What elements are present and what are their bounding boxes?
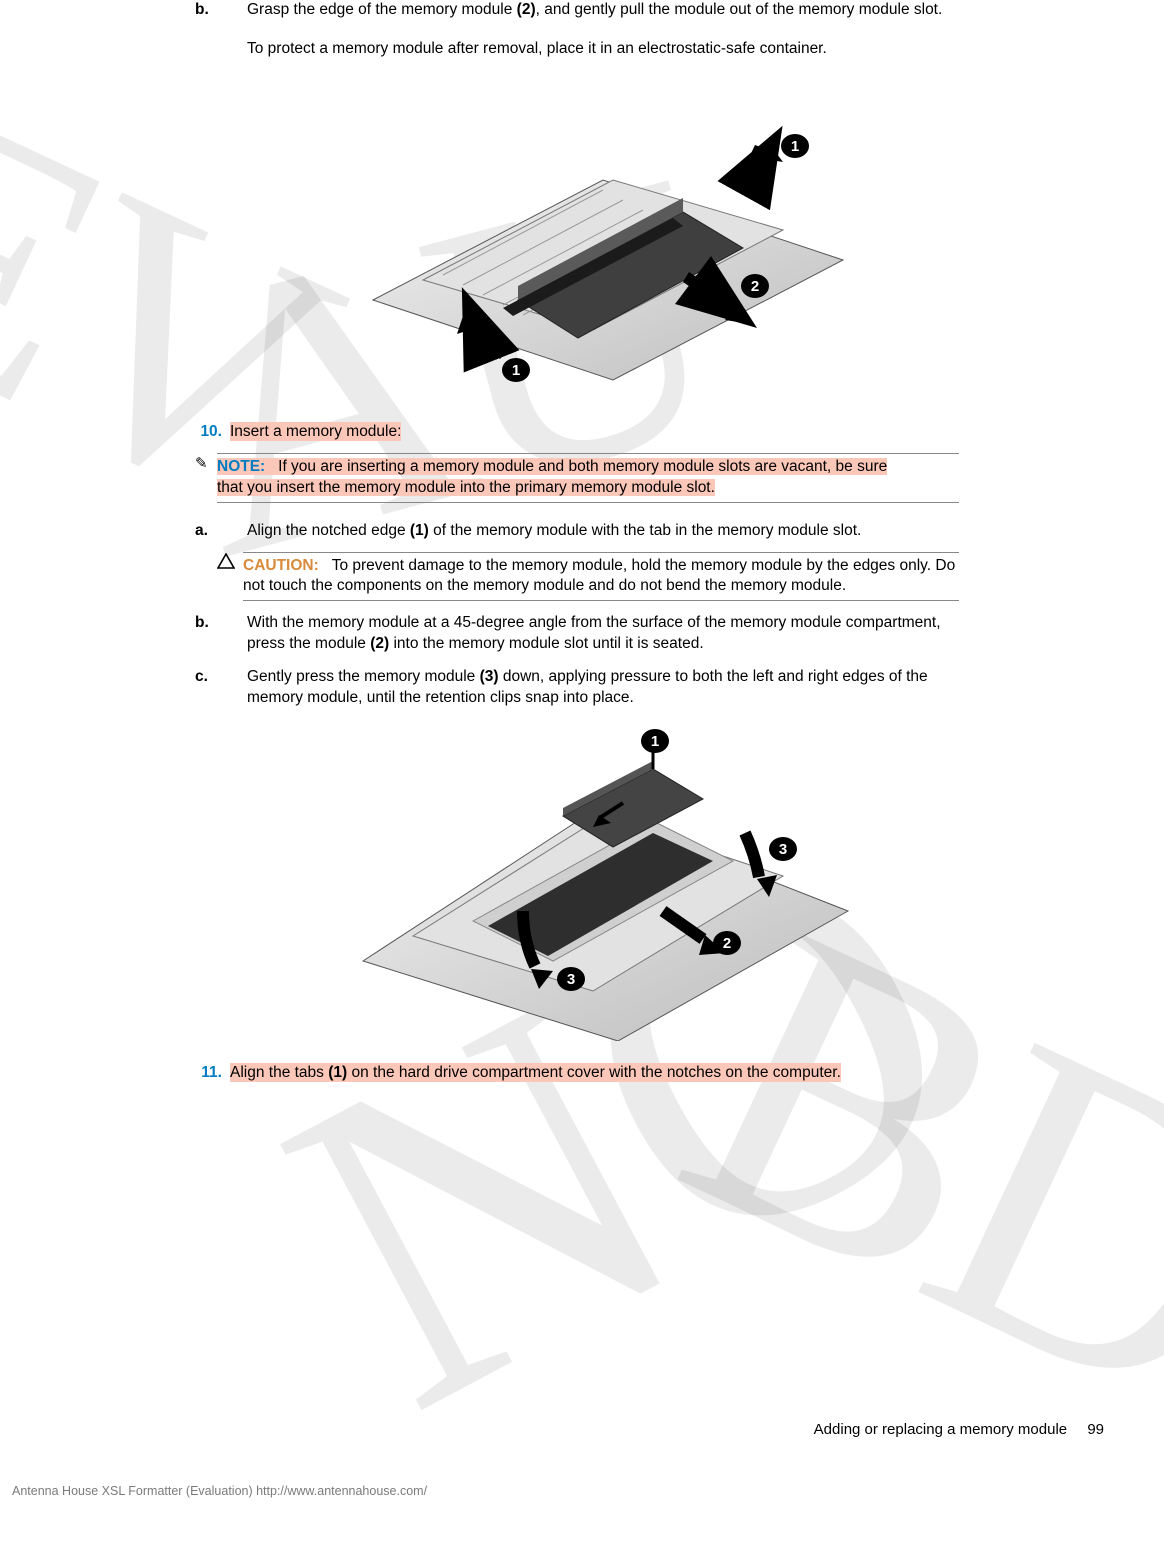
svg-text:3: 3 [567,971,575,988]
step-number: 11. [195,1063,230,1084]
step-a: a. Align the notched edge (1) of the mem… [195,521,959,542]
step-number: 10. [195,422,230,443]
step-text: With the memory module at a 45-degree an… [247,613,959,655]
step-text: Gently press the memory module (3) down,… [247,667,959,709]
page-number: 99 [1087,1421,1104,1438]
figure-insert-memory: 1 2 3 3 [247,721,959,1041]
page-footer: Adding or replacing a memory module 99 [814,1420,1104,1440]
svg-text:3: 3 [779,841,787,858]
step-note-text: To protect a memory module after removal… [247,39,959,60]
note-text: If you are inserting a memory module and… [278,458,887,475]
step-label: c. [195,667,247,709]
step-text: Grasp the edge of the memory module (2),… [247,0,959,21]
caution-icon [217,552,243,602]
svg-text:2: 2 [723,935,731,952]
svg-text:2: 2 [751,278,759,295]
section-title: Adding or replacing a memory module [814,1421,1067,1438]
step-text: Insert a memory module: [230,422,959,443]
caution-text: To prevent damage to the memory module, … [243,557,955,595]
step-c2: c. Gently press the memory module (3) do… [195,667,959,709]
step-label: a. [195,521,247,542]
note-text: that you insert the memory module into t… [217,479,715,496]
step-text: Align the tabs (1) on the hard drive com… [230,1063,959,1084]
caution-block: CAUTION: To prevent damage to the memory… [217,552,959,602]
step-label: b. [195,0,247,21]
note-block: ✎ NOTE: If you are inserting a memory mo… [195,453,959,503]
step-11: 11. Align the tabs (1) on the hard drive… [195,1063,959,1084]
step-text: Align the notched edge (1) of the memory… [247,521,959,542]
step-b2: b. With the memory module at a 45-degree… [195,613,959,655]
evaluation-watermark: Antenna House XSL Formatter (Evaluation)… [12,1483,427,1500]
note-label: NOTE: [217,458,265,475]
step-b: b. Grasp the edge of the memory module (… [195,0,959,21]
svg-text:1: 1 [512,362,520,379]
caution-label: CAUTION: [243,557,319,574]
note-icon: ✎ [195,453,217,503]
step-label: b. [195,613,247,655]
figure-remove-memory: 1 1 2 [247,80,959,400]
svg-text:1: 1 [651,733,659,750]
svg-text:1: 1 [791,138,799,155]
step-10: 10. Insert a memory module: [195,422,959,443]
